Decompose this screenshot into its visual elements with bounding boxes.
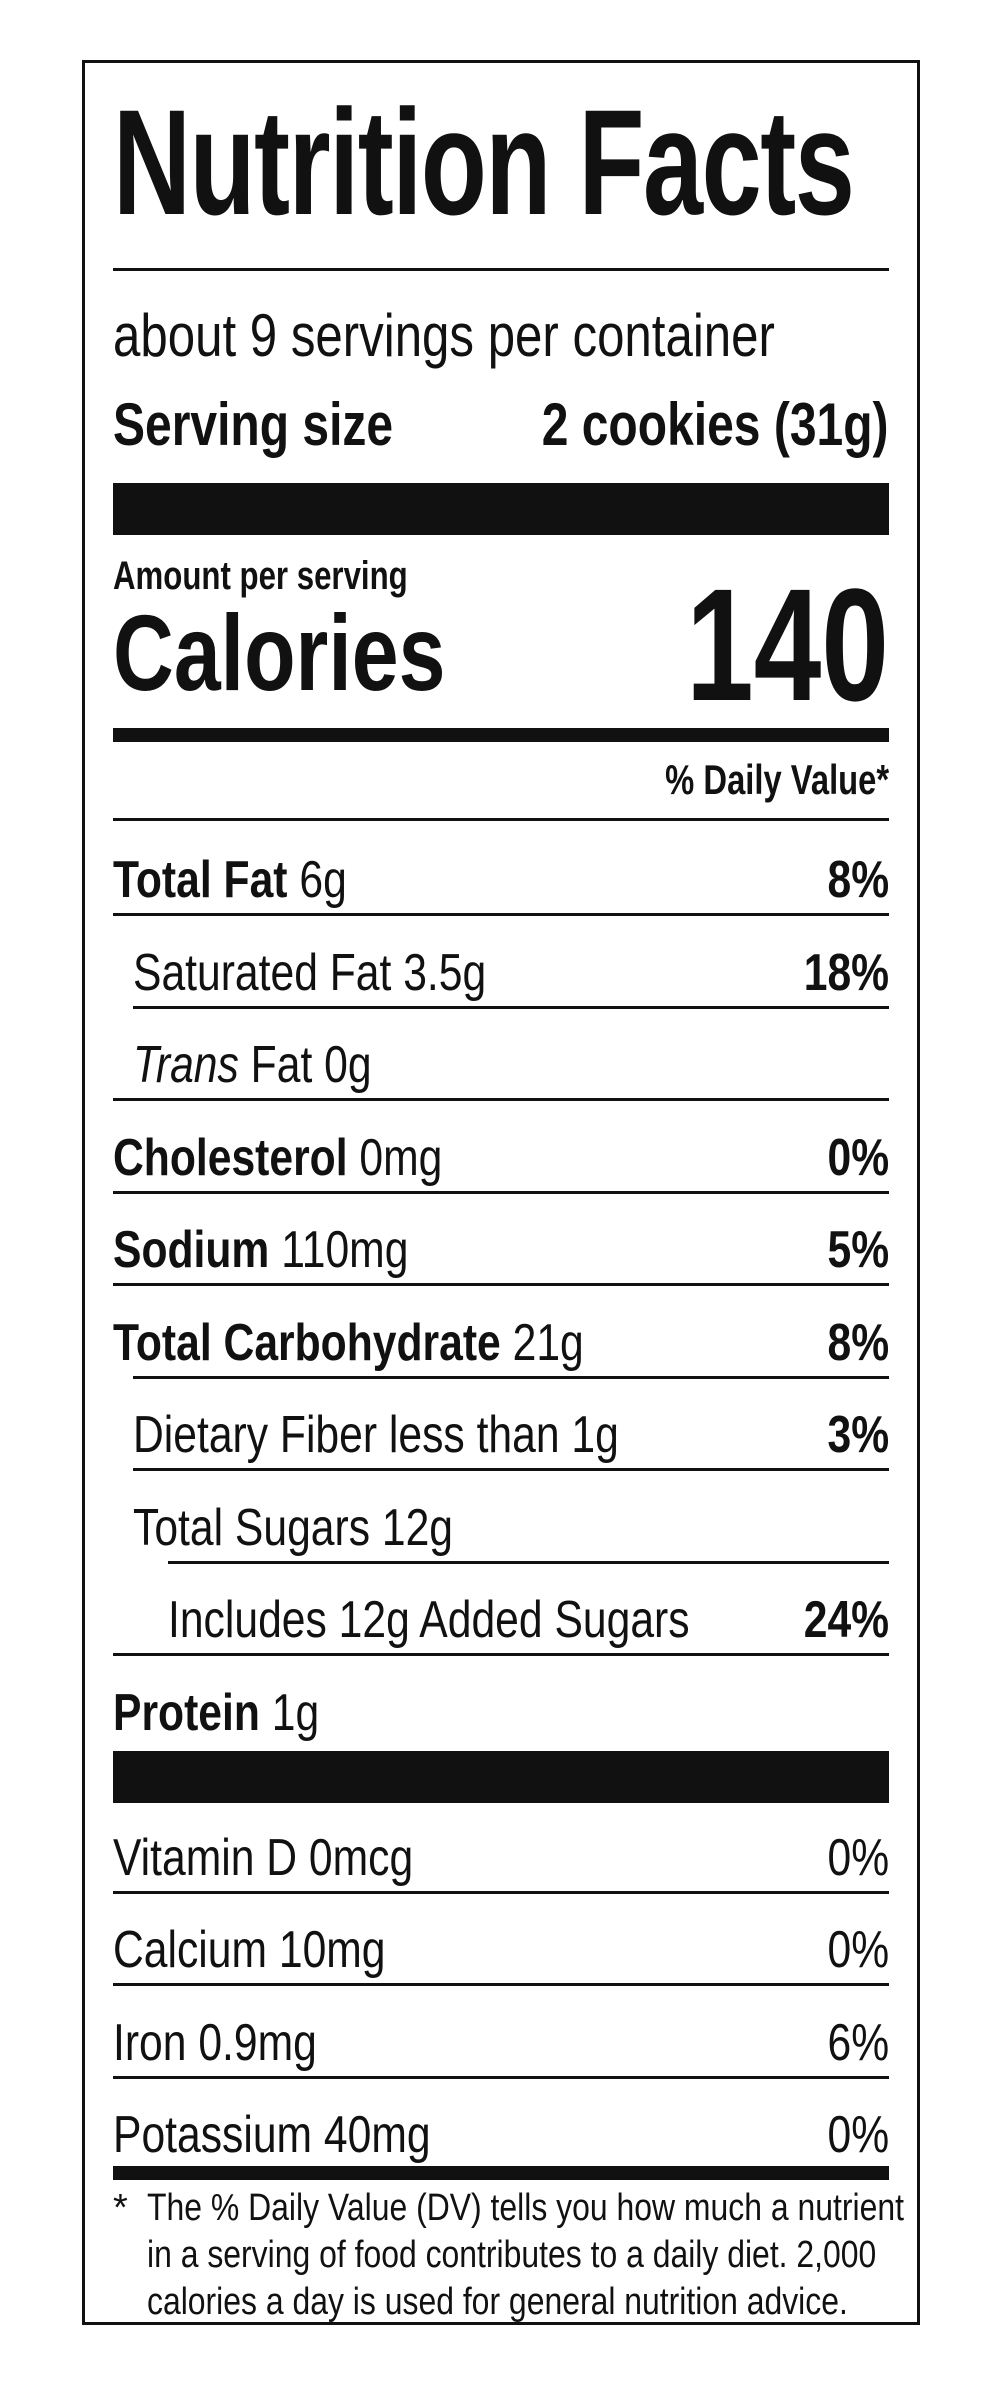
thick-divider: [113, 1751, 889, 1803]
footnote-line: The % Daily Value (DV) tells you how muc…: [147, 2187, 904, 2229]
serving-size-row: Serving size 2 cookies (31g): [113, 390, 889, 460]
divider: [113, 913, 889, 916]
nutrient-row-added-sugars: Includes 12g Added Sugars 24%: [113, 1573, 889, 1663]
nutrient-row-saturated-fat: Saturated Fat 3.5g 18%: [113, 926, 889, 1016]
divider: [113, 268, 889, 271]
footnote-line: calories a day is used for general nutri…: [147, 2281, 848, 2323]
divider: [168, 1561, 889, 1564]
nutrient-name: Total Carbohydrate 21g: [113, 1314, 584, 1372]
label-title: Nutrition Facts: [113, 78, 855, 246]
vitamin-row: Vitamin D 0mcg 0%: [113, 1811, 889, 1901]
nutrient-name: Protein 1g: [113, 1684, 320, 1742]
vitamin-dv: 6%: [827, 2014, 889, 2072]
nutrient-name: Dietary Fiber less than 1g: [133, 1406, 619, 1464]
nutrient-name: Includes 12g Added Sugars: [168, 1591, 690, 1649]
nutrient-row-total-carbohydrate: Total Carbohydrate 21g 8%: [113, 1296, 889, 1386]
vitamin-name: Calcium 10mg: [113, 1921, 386, 1979]
medium-divider: [113, 2166, 889, 2180]
medium-divider: [113, 728, 889, 742]
vitamin-row: Calcium 10mg 0%: [113, 1903, 889, 1993]
nutrient-row-dietary-fiber: Dietary Fiber less than 1g 3%: [113, 1388, 889, 1478]
footnote-text: The % Daily Value (DV) tells you how muc…: [147, 2185, 904, 2326]
divider: [133, 1376, 889, 1379]
divider: [113, 2076, 889, 2079]
footnote-star: *: [113, 2187, 128, 2229]
divider: [113, 1098, 889, 1101]
vitamin-name: Iron 0.9mg: [113, 2014, 317, 2072]
nutrient-name: Total Sugars 12g: [133, 1499, 454, 1557]
vitamin-name: Vitamin D 0mcg: [113, 1829, 414, 1887]
divider: [133, 1468, 889, 1471]
servings-per-container: about 9 servings per container: [113, 302, 775, 369]
vitamin-row: Potassium 40mg 0%: [113, 2088, 889, 2178]
nutrient-row-total-sugars: Total Sugars 12g: [113, 1481, 889, 1571]
amount-per-serving: Amount per serving: [113, 554, 408, 598]
nutrient-row-trans-fat: Trans Fat 0g: [113, 1018, 889, 1108]
nutrient-dv: 0%: [827, 1129, 889, 1187]
nutrient-row-total-fat: Total Fat 6g 8%: [113, 833, 889, 923]
nutrient-name: Trans Fat 0g: [133, 1036, 372, 1094]
serving-size-label: Serving size: [113, 391, 394, 458]
nutrient-dv: 3%: [827, 1406, 889, 1464]
nutrient-name: Cholesterol 0mg: [113, 1129, 443, 1187]
divider: [113, 1891, 889, 1894]
nutrient-name: Saturated Fat 3.5g: [133, 944, 487, 1002]
thick-divider: [113, 483, 889, 535]
calories-value: 140: [686, 555, 889, 734]
daily-value-header: % Daily Value*: [665, 756, 889, 803]
vitamin-name: Potassium 40mg: [113, 2106, 431, 2164]
divider: [133, 1006, 889, 1009]
divider: [113, 1191, 889, 1194]
serving-size-value: 2 cookies (31g): [542, 391, 889, 458]
nutrient-name: Sodium 110mg: [113, 1221, 409, 1279]
nutrient-dv: 8%: [827, 851, 889, 909]
divider: [113, 1283, 889, 1286]
divider: [113, 1983, 889, 1986]
vitamin-dv: 0%: [827, 1829, 889, 1887]
nutrient-name: Total Fat 6g: [113, 851, 347, 909]
nutrient-dv: 18%: [803, 944, 889, 1002]
nutrient-dv: 5%: [827, 1221, 889, 1279]
nutrient-row-cholesterol: Cholesterol 0mg 0%: [113, 1111, 889, 1201]
nutrient-dv: 8%: [827, 1314, 889, 1372]
nutrition-facts-label: Nutrition Facts about 9 servings per con…: [82, 60, 920, 2325]
vitamin-row: Iron 0.9mg 6%: [113, 1996, 889, 2086]
vitamin-dv: 0%: [827, 1921, 889, 1979]
nutrient-row-sodium: Sodium 110mg 5%: [113, 1203, 889, 1293]
footnote-line: in a serving of food contributes to a da…: [147, 2234, 877, 2276]
divider: [113, 818, 889, 821]
nutrient-dv: 24%: [803, 1591, 889, 1649]
calories-label: Calories: [113, 592, 446, 713]
vitamin-dv: 0%: [827, 2106, 889, 2164]
nutrient-row-protein: Protein 1g: [113, 1666, 889, 1756]
divider: [113, 1653, 889, 1656]
